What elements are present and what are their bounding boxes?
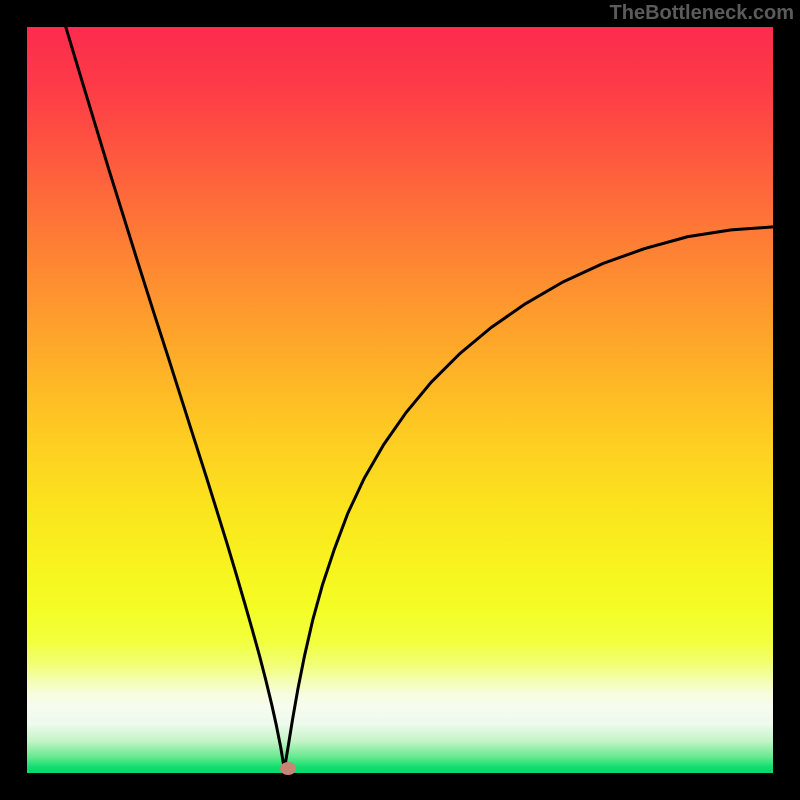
watermark-label: TheBottleneck.com bbox=[610, 2, 794, 25]
bottleneck-chart bbox=[0, 0, 800, 800]
chart-container: { "watermark": { "text": "TheBottleneck.… bbox=[0, 0, 800, 800]
minimum-marker bbox=[280, 762, 296, 775]
plot-background bbox=[27, 27, 773, 773]
